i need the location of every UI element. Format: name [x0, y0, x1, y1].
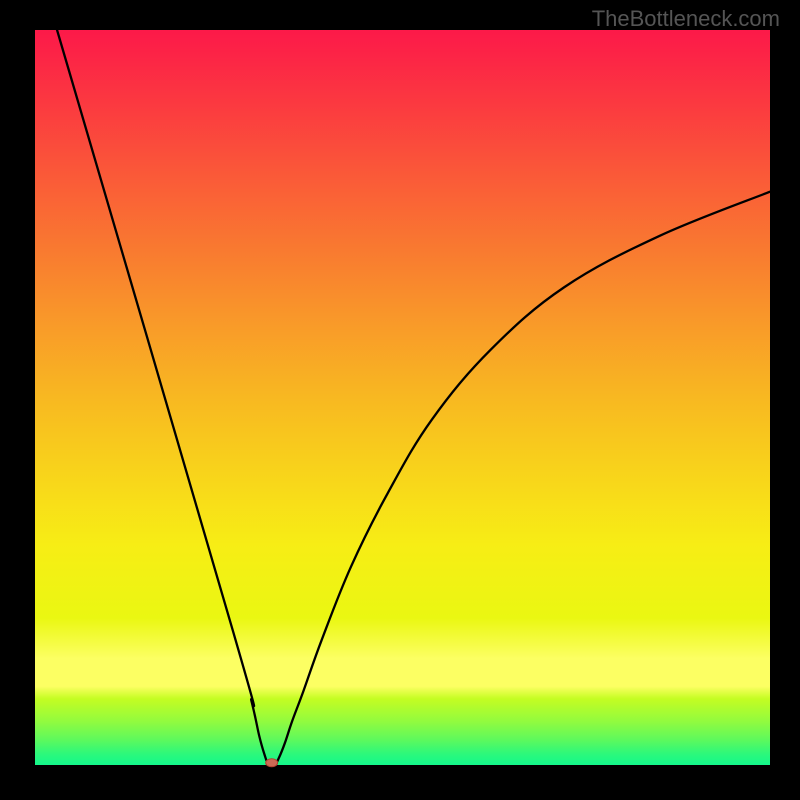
plot-area	[35, 30, 770, 765]
minimum-marker	[266, 759, 278, 767]
bottleneck-curve	[57, 30, 770, 766]
curve-layer	[35, 30, 770, 765]
chart-root: TheBottleneck.com	[0, 0, 800, 800]
watermark-text: TheBottleneck.com	[592, 6, 780, 32]
